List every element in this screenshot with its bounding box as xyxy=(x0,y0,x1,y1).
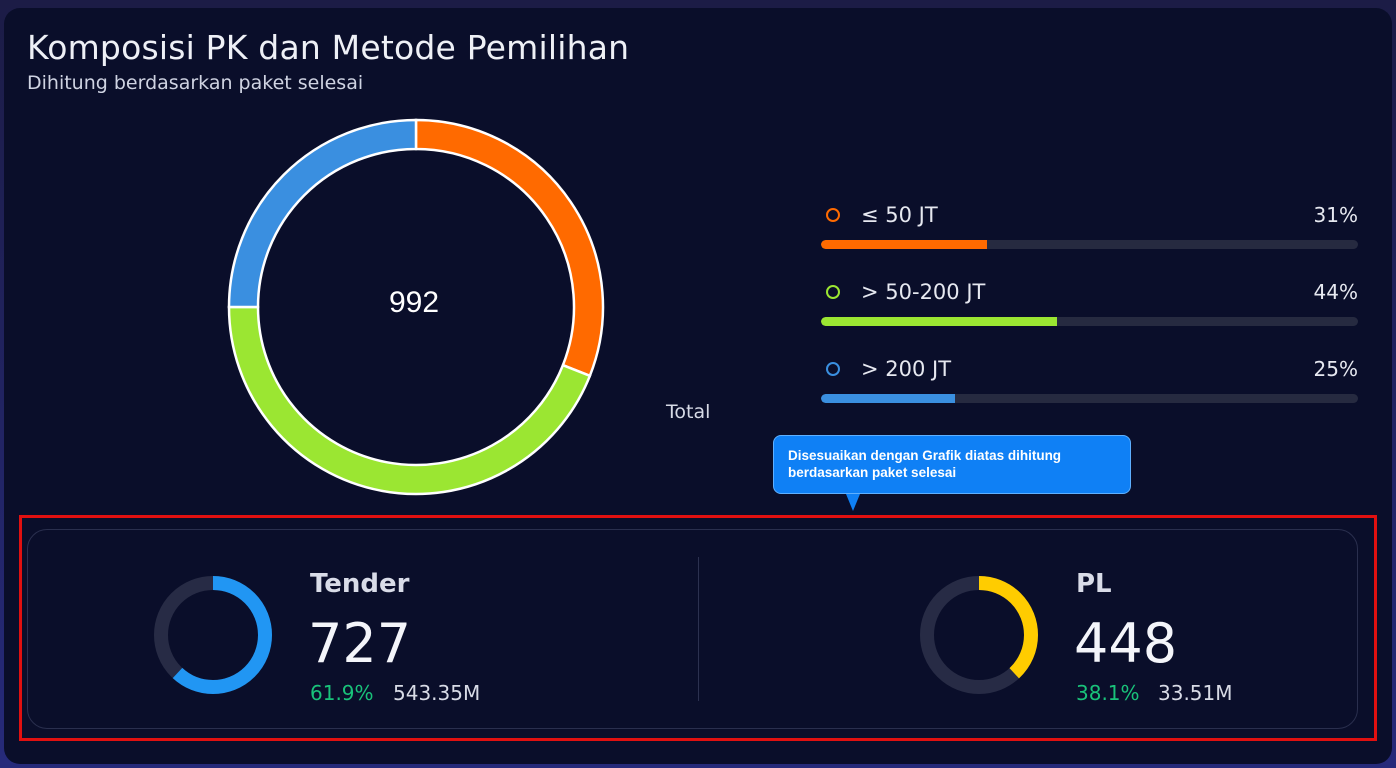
legend-dot-icon xyxy=(826,285,840,299)
legend-label: > 50-200 JT xyxy=(861,280,986,304)
tender-count: 727 xyxy=(308,612,412,675)
highlight-box xyxy=(19,515,1377,741)
donut-total-label: Total xyxy=(666,401,711,423)
donut-slice-1[interactable] xyxy=(227,305,592,496)
tender-percent: 61.9% xyxy=(310,681,374,705)
method-stats-panel xyxy=(27,529,1358,729)
page-title: Komposisi PK dan Metode Pemilihan xyxy=(27,28,630,67)
legend-progress-track xyxy=(821,317,1358,326)
pl-ring-fill xyxy=(920,576,1038,694)
pl-value: 33.51M xyxy=(1158,681,1233,705)
donut-slice-2[interactable] xyxy=(227,118,418,309)
donut-slice-0[interactable] xyxy=(414,118,605,378)
legend-label: > 200 JT xyxy=(861,357,952,381)
legend-percent: 31% xyxy=(1313,203,1358,227)
pl-percent: 38.1% xyxy=(1076,681,1140,705)
legend-progress-track xyxy=(821,240,1358,249)
legend-progress-fill xyxy=(821,317,1058,326)
tender-label: Tender xyxy=(310,569,410,599)
legend-item-le-50[interactable]: ≤ 50 JT 31% xyxy=(821,200,1358,277)
tender-value: 543.35M xyxy=(393,681,481,705)
legend-item-50-200[interactable]: > 50-200 JT 44% xyxy=(821,277,1358,354)
legend-progress-fill xyxy=(821,240,988,249)
tender-progress-ring xyxy=(154,576,272,694)
legend-dot-icon xyxy=(826,208,840,222)
donut-chart: 992 xyxy=(222,108,606,500)
page-subtitle: Dihitung berdasarkan paket selesai xyxy=(27,72,364,94)
pl-count: 448 xyxy=(1074,612,1178,675)
donut-total-value: 992 xyxy=(388,286,440,319)
legend-percent: 44% xyxy=(1313,280,1358,304)
legend-progress-track xyxy=(821,394,1358,403)
legend-label: ≤ 50 JT xyxy=(861,203,938,227)
donut-chart-svg xyxy=(227,118,605,496)
pl-label: PL xyxy=(1076,569,1112,599)
pl-progress-ring xyxy=(920,576,1038,694)
tooltip-arrow xyxy=(846,494,860,511)
stats-divider xyxy=(698,557,699,701)
legend-dot-icon xyxy=(826,362,840,376)
legend-progress-fill xyxy=(821,394,956,403)
legend-percent: 25% xyxy=(1313,357,1358,381)
legend: ≤ 50 JT 31% > 50-200 JT 44% > 200 JT 25% xyxy=(821,200,1358,431)
tender-ring-fill xyxy=(154,576,272,694)
legend-item-gt-200[interactable]: > 200 JT 25% xyxy=(821,354,1358,431)
info-tooltip: Disesuaikan dengan Grafik diatas dihitun… xyxy=(773,435,1131,494)
